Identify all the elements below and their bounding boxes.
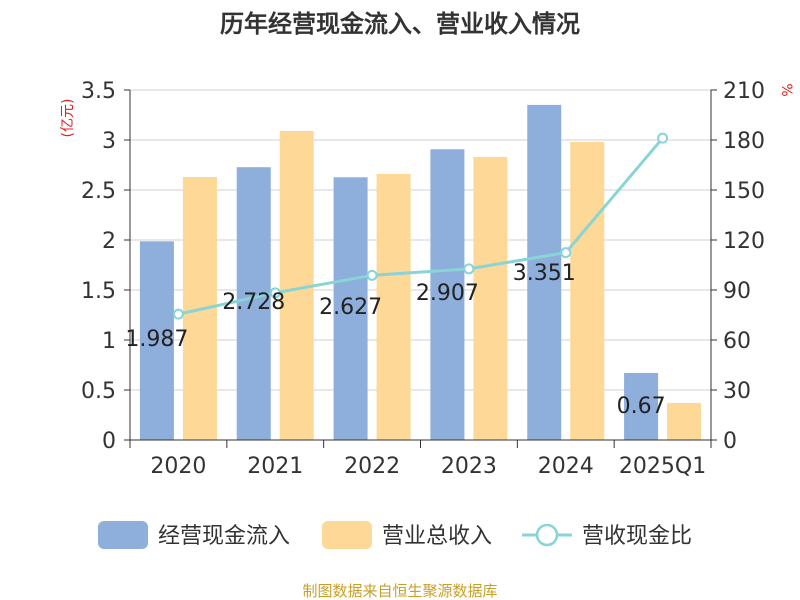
y-right-tick-label: 30: [723, 379, 751, 404]
ratio-line-point: [172, 308, 184, 320]
chart-title: 历年经营现金流入、营业收入情况: [220, 10, 580, 38]
y-right-tick-label: 180: [723, 129, 765, 154]
y-left-tick-label: 0.5: [81, 379, 116, 404]
data-label-cash-inflow: 0.67: [617, 394, 666, 419]
ratio-line-point: [560, 247, 572, 259]
y-right-tick-label: 210: [723, 79, 765, 104]
data-label-cash-inflow: 2.728: [222, 290, 285, 315]
legend: 经营现金流入 营业总收入 营收现金比: [98, 521, 692, 549]
axes: 0 0.5 1 1.5 2 2.5 3 3.5 0 30 60 90 120 150 180 210 2020 2…: [81, 79, 765, 479]
data-label-cash-inflow: 2.627: [319, 295, 382, 320]
legend-label-total-revenue: 营业总收入: [382, 524, 492, 549]
x-tick-label: 2021: [247, 454, 303, 479]
x-tick-label: 2022: [344, 454, 400, 479]
y-left-tick-label: 2: [102, 229, 116, 254]
ratio-line-point: [366, 269, 378, 281]
y-axis-left-label: (亿元): [60, 99, 76, 138]
y-left-tick-label: 3.5: [81, 79, 116, 104]
y-left-tick-label: 3: [102, 129, 116, 154]
bar-cash-inflow: [236, 167, 271, 440]
y-axis-right-label: %: [778, 83, 794, 96]
bars: [139, 104, 702, 441]
bar-total-revenue: [473, 157, 508, 440]
x-tick-label: 2025Q1: [619, 454, 706, 479]
legend-label-ratio: 营收现金比: [582, 524, 692, 549]
data-label-cash-inflow: 3.351: [513, 261, 576, 286]
bar-total-revenue: [570, 142, 605, 440]
y-left-tick-label: 2.5: [81, 179, 116, 204]
y-left-tick-label: 0: [102, 429, 116, 454]
ratio-line-point: [463, 263, 475, 275]
bar-cash-inflow: [624, 373, 659, 440]
y-right-tick-label: 150: [723, 179, 765, 204]
bar-total-revenue: [376, 174, 411, 440]
legend-swatch-total-revenue: [322, 521, 372, 549]
legend-swatch-cash-inflow: [98, 521, 148, 549]
data-label-cash-inflow: 1.987: [125, 327, 188, 352]
grid-lines: [130, 89, 711, 391]
source-note: 制图数据来自恒生聚源数据库: [302, 582, 497, 600]
bar-total-revenue: [667, 403, 702, 440]
ratio-line-point: [657, 132, 669, 144]
ratio-line-point: [269, 287, 281, 299]
ratio-line-path: [178, 137, 664, 316]
data-label-cash-inflow: 2.907: [416, 281, 479, 306]
data-labels: 1.987 2.728 2.627 2.907 3.351 0.67: [125, 261, 665, 419]
bar-cash-inflow: [527, 104, 562, 441]
bar-cash-inflow: [139, 241, 174, 440]
y-right-tick-label: 90: [723, 279, 751, 304]
ratio-line: [172, 132, 669, 320]
y-right-tick-label: 120: [723, 229, 765, 254]
bar-cash-inflow: [430, 149, 465, 441]
y-left-tick-label: 1.5: [81, 279, 116, 304]
x-tick-label: 2024: [538, 454, 594, 479]
legend-label-cash-inflow: 经营现金流入: [158, 524, 290, 549]
x-tick-label: 2020: [150, 454, 206, 479]
bar-cash-inflow: [333, 177, 368, 441]
y-right-tick-label: 60: [723, 329, 751, 354]
legend-swatch-ratio-marker: [535, 523, 559, 547]
x-tick-label: 2023: [441, 454, 497, 479]
y-left-tick-label: 1: [102, 329, 116, 354]
y-right-tick-label: 0: [723, 429, 737, 454]
